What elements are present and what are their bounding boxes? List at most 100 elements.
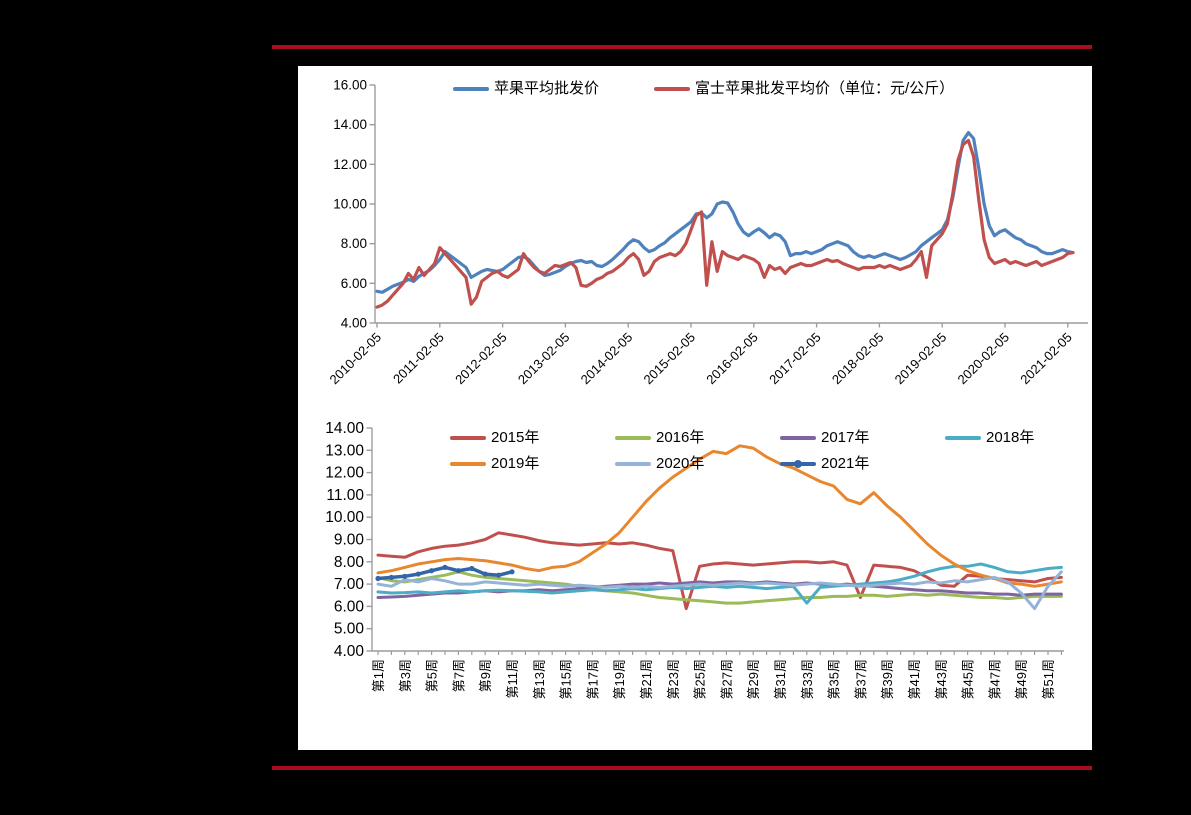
bottom-chart-x-tick-label: 第35周 [827, 659, 842, 699]
top-chart-y-tick-label: 6.00 [341, 276, 367, 291]
bottom-chart-x-tick-label: 第29周 [746, 659, 761, 699]
top-red-rule [272, 45, 1092, 49]
bottom-chart-x-tick-label: 第25周 [693, 659, 708, 699]
bottom-chart-x-tick-label: 第11周 [505, 659, 520, 699]
bottom-chart-series-line-1 [376, 570, 1063, 605]
bottom-chart-series-marker [482, 571, 488, 577]
top-chart-x-tick-label: 2019-02-05 [892, 330, 950, 388]
bottom-chart-y-tick-label: 7.00 [334, 576, 365, 593]
legend-color-sample [615, 462, 651, 466]
bottom-chart-y-tick-label: 12.00 [325, 465, 364, 482]
legend-label: 2016年 [656, 429, 705, 446]
legend-color-sample [450, 462, 486, 466]
legend-item: 2021年 [780, 455, 869, 473]
bottom-chart-x-tick-label: 第39周 [880, 659, 895, 699]
legend-color-sample [450, 436, 486, 440]
bottom-chart-x-tick-label: 第27周 [719, 659, 734, 699]
top-chart-x-tick-label: 2013-02-05 [515, 330, 573, 388]
top-chart-x-tick-label: 2015-02-05 [640, 330, 698, 388]
bottom-chart-series-marker [469, 565, 475, 572]
bottom-chart-x-tick-label: 第3周 [398, 659, 413, 692]
legend-label: 2017年 [821, 429, 870, 446]
bottom-chart-y-tick-label: 4.00 [334, 643, 365, 660]
bottom-chart-x-tick-label: 第31周 [773, 659, 788, 699]
top-chart-y-tick-label: 8.00 [341, 236, 367, 251]
legend-color-sample [615, 436, 651, 440]
bottom-chart-series-marker [388, 574, 394, 581]
bottom-chart-series-line-5 [376, 570, 1063, 611]
bottom-chart-series-marker [402, 573, 408, 579]
bottom-chart-x-tick-label: 第13周 [532, 659, 547, 699]
bottom-chart-x-tick-label: 第51周 [1041, 659, 1056, 699]
bottom-chart-x-tick-label: 第21周 [639, 659, 654, 699]
legend-label: 2019年 [491, 455, 540, 472]
bottom-chart-x-tick-label: 第45周 [961, 659, 976, 699]
bottom-chart-series-marker [429, 568, 435, 574]
bottom-chart: 14.00 13.00 12.00 11.00 10.00 9.00 8.00 7.00 6.0… [325, 420, 1064, 699]
bottom-chart-series-marker [375, 575, 381, 582]
legend-item: 2017年 [780, 429, 869, 447]
top-chart-y-tick-label: 16.00 [333, 78, 367, 93]
legend-label: 2020年 [656, 455, 705, 472]
bottom-chart-series-marker [442, 564, 448, 570]
top-chart-x-tick-label: 2020-02-05 [954, 330, 1012, 388]
bottom-chart-y-tick-label: 14.00 [325, 420, 364, 437]
bottom-chart-x-tick-label: 第41周 [907, 659, 922, 699]
legend-item: 2019年 [450, 455, 539, 473]
bottom-chart-x-tick-label: 第15周 [559, 659, 574, 699]
legend-item: 富士苹果批发平均价（单位：元/公斤） [654, 80, 954, 98]
legend-marker-dot [794, 460, 802, 468]
legend-label: 2021年 [821, 455, 870, 472]
bottom-chart-x-tick-label: 第33周 [800, 659, 815, 699]
legend-color-sample [945, 436, 981, 440]
top-chart-x-tick-label: 2016-02-05 [703, 330, 761, 388]
bottom-chart-series-marker [496, 572, 502, 578]
top-chart-y-tick-label: 12.00 [333, 157, 367, 172]
bottom-chart-x-tick-label: 第43周 [934, 659, 949, 699]
bottom-chart-y-tick-label: 8.00 [334, 554, 365, 571]
bottom-chart-y-tick-label: 11.00 [326, 487, 364, 504]
top-chart-x-tick-label: 2021-02-05 [1017, 330, 1075, 388]
chart-figure-panel: 16.00 14.00 12.00 10.00 8.00 6.00 4.00 2010-02-… [298, 66, 1092, 750]
top-chart-x-tick-label: 2018-02-05 [829, 330, 887, 388]
legend-color-sample [780, 460, 816, 468]
bottom-chart-series-line-3 [376, 562, 1063, 605]
bottom-chart-x-tick-label: 第19周 [612, 659, 627, 699]
legend-color-sample [654, 87, 690, 91]
legend-item: 2018年 [945, 429, 1034, 447]
top-chart-x-tick-label: 2010-02-05 [326, 330, 384, 388]
bottom-chart-x-tick-label: 第17周 [585, 659, 600, 699]
bottom-chart-x-tick-label: 第47周 [987, 659, 1002, 699]
bottom-chart-series-marker [415, 571, 421, 577]
bottom-chart-y-tick-label: 6.00 [334, 598, 365, 615]
bottom-chart-x-tick-label: 第7周 [451, 659, 466, 692]
top-chart-x-tick-label: 2012-02-05 [452, 330, 510, 388]
top-chart: 16.00 14.00 12.00 10.00 8.00 6.00 4.002010-02-… [326, 78, 1088, 388]
top-chart-x-tick-label: 2017-02-05 [766, 330, 824, 388]
top-chart-y-tick-label: 10.00 [333, 197, 367, 212]
legend-item: 2020年 [615, 455, 704, 473]
bottom-chart-y-tick-label: 10.00 [325, 509, 364, 526]
bottom-chart-series-marker [455, 568, 461, 574]
legend-item: 苹果平均批发价 [453, 80, 599, 98]
legend-item: 2016年 [615, 429, 704, 447]
top-chart-x-tick-label: 2011-02-05 [390, 330, 447, 387]
bottom-chart-x-tick-label: 第9周 [478, 659, 493, 692]
bottom-chart-x-tick-label: 第37周 [853, 659, 868, 699]
top-chart-y-tick-label: 14.00 [333, 117, 367, 132]
legend-color-sample [453, 87, 489, 91]
top-chart-series-line-0 [375, 130, 1075, 294]
top-chart-y-tick-label: 4.00 [341, 316, 367, 331]
legend-item: 2015年 [450, 429, 539, 447]
legend-label: 富士苹果批发平均价（单位：元/公斤） [695, 80, 955, 97]
bottom-chart-y-tick-label: 5.00 [334, 621, 365, 638]
bottom-chart-series-line-0 [376, 531, 1063, 611]
bottom-chart-series-line-4 [376, 444, 1063, 588]
bottom-chart-y-tick-label: 9.00 [334, 532, 365, 549]
bottom-chart-x-tick-label: 第23周 [666, 659, 681, 699]
legend-label: 2018年 [986, 429, 1035, 446]
top-chart-x-tick-label: 2014-02-05 [578, 330, 636, 388]
legend-color-sample [780, 436, 816, 440]
bottom-red-rule [272, 766, 1092, 770]
legend-label: 苹果平均批发价 [494, 80, 600, 97]
